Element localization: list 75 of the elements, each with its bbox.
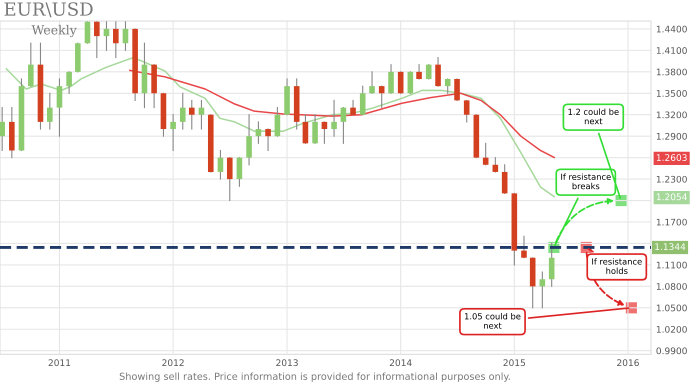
candlestick — [0, 107, 5, 152]
line-series — [6, 56, 555, 198]
x-tick-label: 2011 — [48, 359, 70, 366]
candlestick — [94, 21, 100, 58]
y-tick-label: 1.3800 — [656, 68, 687, 76]
candlestick — [56, 78, 62, 137]
candlestick — [256, 121, 262, 144]
x-tick-label: 2013 — [276, 359, 298, 366]
candlestick — [350, 100, 356, 116]
annotation: 1.05 could be next — [464, 312, 520, 329]
candlestick — [322, 121, 328, 144]
candlestick — [360, 86, 366, 116]
candlestick — [492, 157, 498, 172]
candlestick — [435, 56, 441, 87]
ref-line-label: 1.1344 — [655, 243, 686, 250]
candlestick — [113, 21, 119, 58]
candlestick — [378, 86, 384, 108]
candlestick — [104, 21, 110, 51]
candlestick — [236, 157, 242, 187]
candlestick — [464, 100, 470, 122]
annotation: If resistance holds — [592, 258, 642, 274]
candlestick — [331, 100, 337, 137]
y-tick-label: 0.9900 — [656, 347, 687, 354]
annotation: If resistance breaks — [561, 173, 611, 190]
candlestick — [444, 78, 450, 94]
x-tick-label: 2014 — [390, 359, 412, 366]
candlestick — [502, 164, 508, 194]
candlestick — [398, 71, 404, 94]
candlestick — [521, 236, 527, 258]
candlestick — [246, 114, 252, 166]
candlestick — [66, 71, 72, 94]
chart-title: EUR\USD — [4, 2, 93, 18]
candlestick — [426, 64, 432, 80]
candlestick — [218, 150, 224, 180]
candlestick — [540, 271, 546, 308]
candlestick — [180, 92, 186, 130]
candlestick — [482, 142, 488, 166]
candlestick — [198, 100, 204, 130]
candlestick — [312, 114, 318, 144]
y-tick-label: 1.2900 — [656, 132, 687, 140]
candlestick — [302, 114, 308, 144]
x-tick-label: 2016 — [617, 359, 639, 366]
candlestick — [226, 157, 233, 202]
candlestick — [388, 64, 394, 94]
candlestick — [28, 42, 34, 87]
y-tick-label: 1.2603 — [656, 154, 687, 161]
candlestick — [188, 100, 195, 130]
y-tick-label: 1.1100 — [656, 262, 687, 268]
candlestick — [47, 92, 53, 130]
candlestick — [408, 71, 414, 94]
chart-subtitle: Weekly — [32, 24, 77, 38]
candlestick — [170, 114, 176, 152]
candlestick — [454, 78, 460, 101]
candlestick — [84, 21, 90, 44]
candlestick — [265, 128, 271, 152]
candlestick — [340, 107, 346, 144]
candlestick — [416, 64, 422, 80]
y-tick-label: 1.2054 — [656, 193, 687, 200]
y-tick-label: 1.4400 — [656, 26, 687, 32]
y-tick-label: 1.0800 — [656, 283, 687, 290]
candlestick — [274, 107, 280, 137]
annotation: 1.2 could be next — [568, 108, 619, 124]
y-tick-label: 1.0500 — [656, 304, 687, 312]
y-tick-label: 1.3200 — [656, 111, 687, 118]
line-series — [129, 70, 555, 158]
y-tick-label: 1.3500 — [656, 90, 687, 97]
x-tick-label: 2015 — [504, 359, 526, 366]
y-tick-label: 1.1700 — [656, 218, 687, 226]
y-tick-label: 1.2300 — [656, 176, 687, 183]
y-tick-label: 1.0200 — [656, 326, 687, 333]
y-tick-label: 1.4100 — [656, 47, 687, 54]
candlestick — [122, 21, 128, 51]
text: Showing sell rates. Price information is provided for informational purposes only. — [120, 372, 510, 382]
x-tick-label: 2012 — [162, 359, 184, 366]
candlestick — [369, 71, 375, 94]
